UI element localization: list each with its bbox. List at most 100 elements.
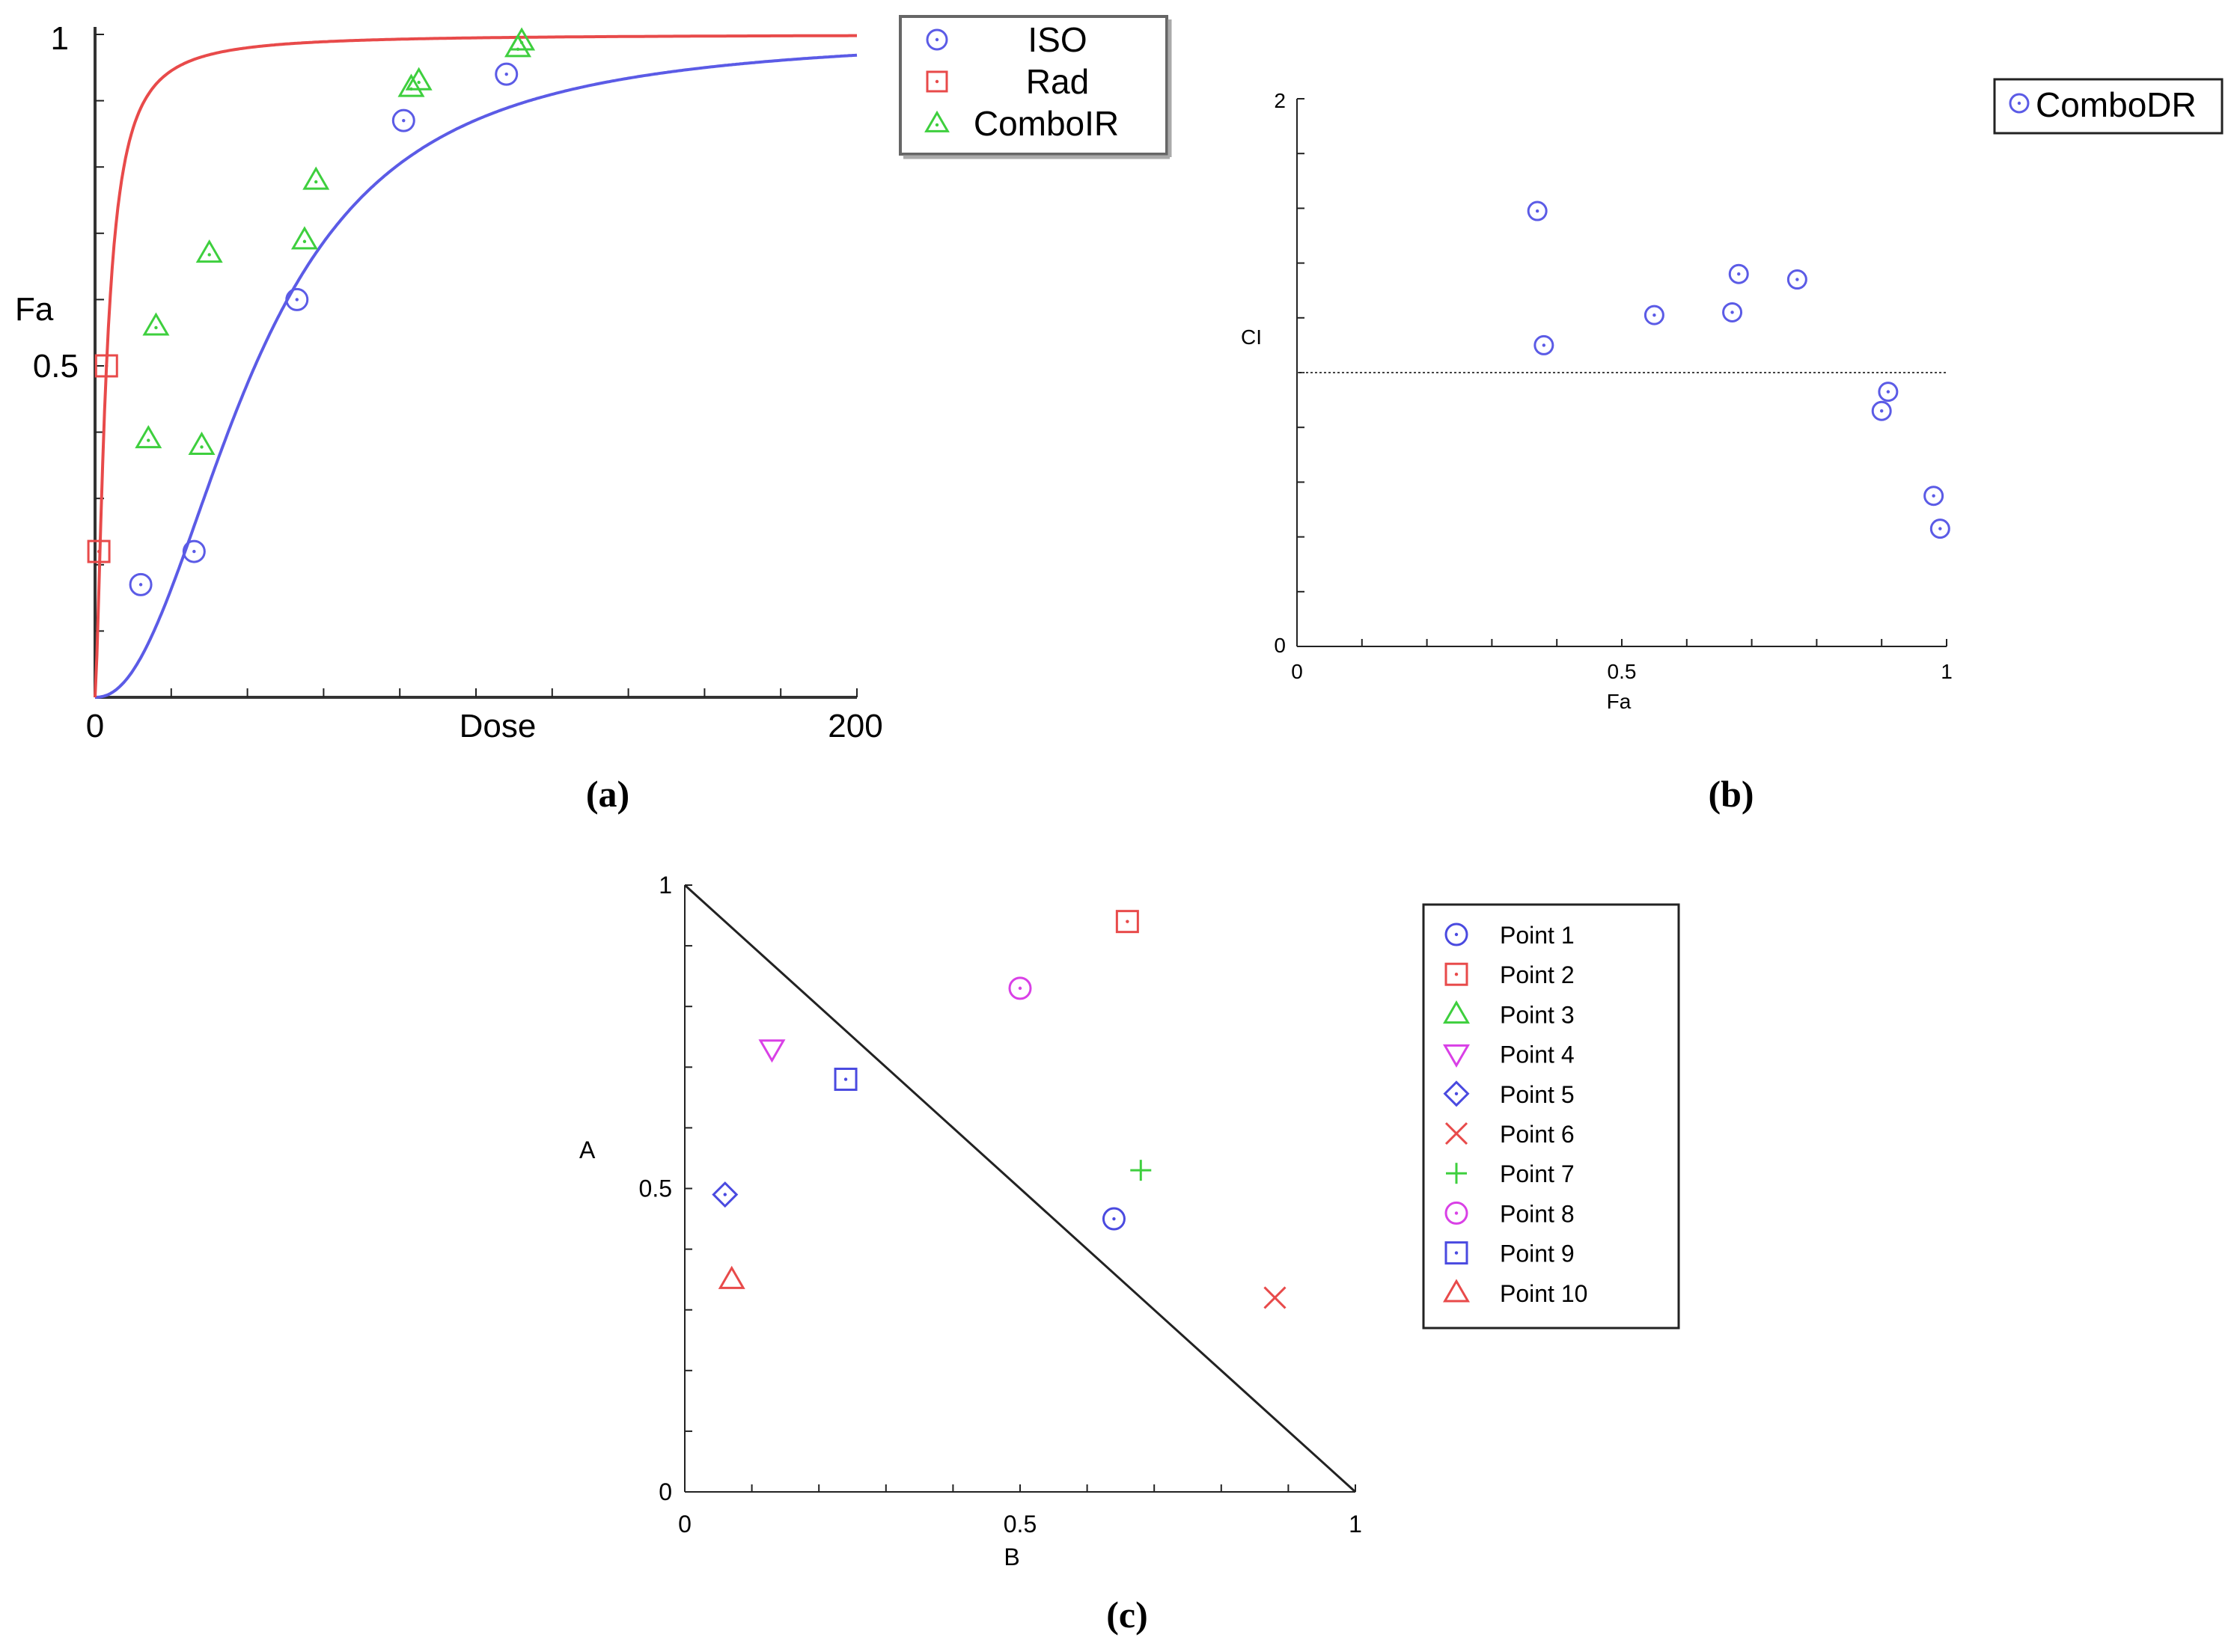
panel-b-y-tick-label: 0 [1274,634,1286,657]
panel-c-legend-marker-9-square [1444,1241,1468,1265]
panel-c-point-1-ring [1102,1207,1126,1231]
panel-b-point-5 [1728,263,1749,284]
panel-b-point-1-center [1535,209,1539,213]
panel-c-legend-marker-8-ring [1444,1201,1468,1225]
panel-c-legend-label-2: Point 2 [1500,961,1575,988]
panel-a-point-iso-1 [129,572,153,596]
panel-b-point-5-center [1737,272,1741,276]
panel-c-legend-marker-3-triangle [1442,1000,1471,1024]
panel-a-point-iso-4-center [402,118,406,123]
panel-b-point-4-center [1730,310,1734,314]
panel-b-point-8-center [1886,390,1890,394]
panel-c-legend-marker-6 [1444,1122,1468,1145]
panel-a-y-tick-label: 0.5 [33,348,79,385]
panel-c-legend-marker-1 [1444,923,1468,946]
panel-b-legend-marker-ring [2009,93,2030,114]
panel-c-point-10-triangle [718,1265,745,1289]
panel-a-legend-marker-rad-square [926,70,948,93]
panel-a-legend-marker-comboir-center [935,123,939,127]
panel-c-point-4 [758,1039,786,1063]
panel-a-point-comboir-1-center [147,438,150,442]
panel-c-legend-label-10: Point 10 [1500,1280,1587,1307]
panel-c-legend: Point 1 Point 2 Point 3 Point 4 Point 5 Point… [1422,903,1680,1330]
panel-b-point-3-center [1652,313,1656,317]
panel-b-point-6-ring [1786,269,1807,290]
panel-c-x-tick-label: 1 [1349,1511,1362,1538]
panel-a-point-rad-2-center [105,364,109,368]
panel-a-caption: (a) [586,773,629,815]
panel-a-point-iso-5-ring [495,62,519,86]
panel-a-point-comboir-10-triangle [508,27,536,51]
panel-a-point-iso-3-ring [285,287,309,311]
panel-c-legend-marker-5 [1443,1080,1470,1107]
panel-a-point-rad-1 [87,539,111,563]
panel-c-legend-marker-6-stroke-2 [1444,1122,1468,1145]
panel-a-x-tick-label: 200 [828,708,882,744]
panel-a-point-comboir-3 [188,431,216,456]
panel-a-point-rad-1-square [87,539,111,563]
panel-b-legend-label: ComboDR [2036,85,2197,124]
panel-c-y-tick-label: 0.5 [639,1175,672,1202]
panel-a-point-comboir-4-triangle [195,239,223,263]
panel-a-point-comboir-5-triangle [290,226,318,250]
panel-c-point-5-diamond [712,1181,739,1208]
panel-b-point-7-center [1880,409,1884,413]
panel-a-y-axis-label: Fa [15,291,54,328]
panel-a-point-comboir-2 [142,312,170,336]
panel-c-legend-marker-1-ring [1444,923,1468,946]
panel-c-legend-label-8: Point 8 [1500,1200,1575,1227]
panel-b-point-4-ring [1722,302,1743,322]
panel-c-point-5 [712,1181,739,1208]
panel-c-x-axis-label: B [1004,1544,1019,1570]
panel-c-point-9-square [834,1068,858,1092]
panel-c-y-tick-label: 0 [659,1478,672,1505]
panel-c-point-10 [718,1265,745,1289]
panel-a-point-comboir-7 [397,73,425,97]
panel-c-legend-marker-9 [1444,1241,1468,1265]
panel-b-point-5-ring [1728,263,1749,284]
panel-c-point-8-ring [1008,976,1032,1000]
panel-a-point-comboir-5 [290,226,318,250]
panel-c-y-tick-label: 1 [659,872,672,899]
panel-b-point-3-ring [1644,305,1664,325]
panel-c-legend-marker-7 [1446,1163,1467,1184]
panel-c-x-tick-label: 0 [678,1511,692,1538]
panel-b-legend-box [1993,78,2224,135]
panel-c-legend-marker-2-center [1454,973,1459,976]
panel-c-legend-marker-5-diamond [1443,1080,1470,1107]
panel-c-legend-label-5: Point 5 [1500,1081,1575,1108]
panel-c-point-2-center [1126,920,1129,923]
panel-c-point-2 [1115,910,1139,934]
panel-c-point-1 [1102,1207,1126,1231]
panel-c-point-4-triangle [758,1039,786,1063]
panel-c-legend-label-1: Point 1 [1500,922,1575,949]
panel-a-legend-label-rad: Rad [1026,62,1089,101]
panel-c-x-tick-label: 0.5 [1004,1511,1037,1538]
panel-a-point-rad-2 [94,354,118,378]
panel-b-chart: 0 0.5 1 Fa 0 2 CI ComboDR (b) [1241,78,2224,815]
panel-b-point-7-ring [1871,400,1892,421]
panel-c-legend-marker-4 [1442,1044,1471,1068]
panel-a-x-tick-label: 0 [86,708,104,744]
panel-a-legend-label-comboir: ComboIR [974,104,1119,143]
panel-a-point-comboir-2-center [154,325,158,330]
panel-c-point-9-center [843,1077,848,1081]
panel-a-point-iso-3-center [295,298,299,302]
panel-a-curve-rad [94,34,857,698]
panel-c-legend-marker-1-center [1454,932,1459,937]
panel-c-caption: (c) [1106,1594,1148,1636]
panel-a-point-comboir-9 [504,34,531,58]
panel-a-point-comboir-1-triangle [135,425,162,449]
panel-b-point-10 [1929,518,1950,539]
panel-c-point-5-center [723,1193,727,1196]
panel-a-point-comboir-8-center [417,80,421,85]
panel-a-point-iso-3 [285,287,309,311]
panel-a-point-comboir-6-center [314,180,318,184]
panel-b-point-10-center [1938,527,1942,530]
panel-a-point-iso-5 [495,62,519,86]
panel-c-legend-marker-8 [1444,1201,1468,1225]
panel-b-point-9-ring [1923,486,1944,507]
panel-c-isobole-line [683,884,1357,1493]
